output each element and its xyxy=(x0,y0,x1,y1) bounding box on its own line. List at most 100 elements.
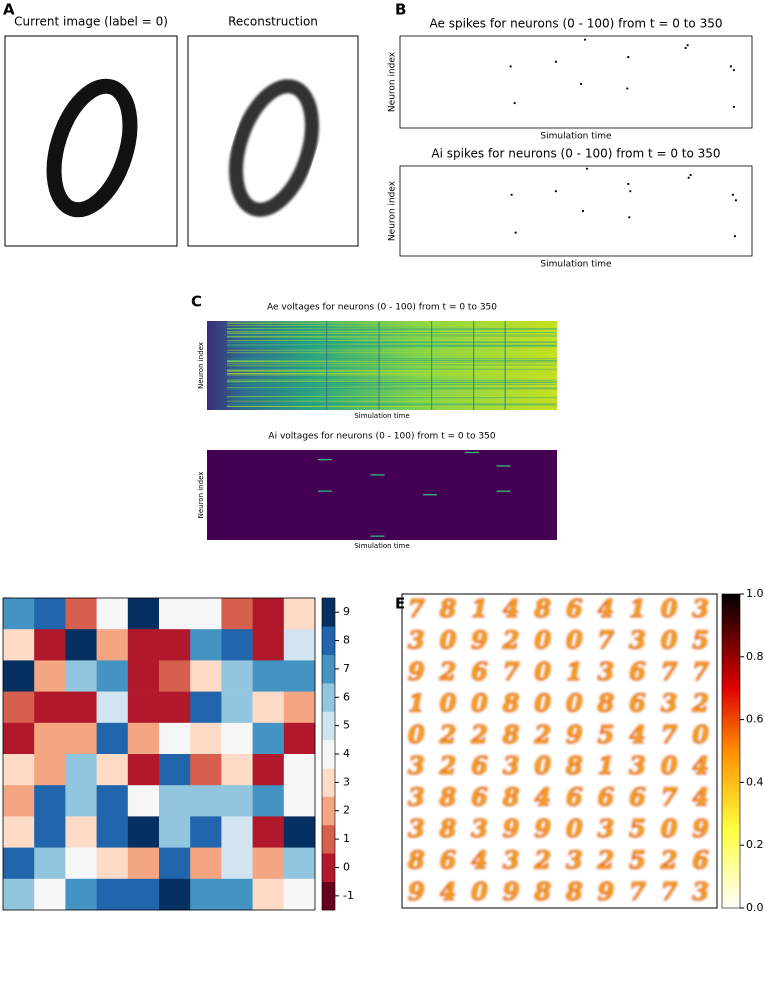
heatmap-cell xyxy=(65,878,97,911)
heatmap-cell xyxy=(190,847,222,880)
voltage-stripe xyxy=(227,365,557,367)
heatmap-cell xyxy=(96,598,129,630)
voltage-streak xyxy=(496,490,511,492)
image-title: Current image (label = 0) xyxy=(14,15,168,29)
spike xyxy=(732,68,735,72)
heatmap-cell xyxy=(159,722,191,755)
heatmap-cell xyxy=(65,816,97,848)
heatmap-cell xyxy=(3,691,35,724)
x-axis-label: Simulation time xyxy=(354,542,409,550)
spike xyxy=(554,60,557,63)
heatmap-cell xyxy=(252,660,285,692)
heatmap-cell xyxy=(3,847,35,880)
heatmap-cell xyxy=(96,660,129,692)
x-axis-label: Simulation time xyxy=(540,132,612,142)
heatmap-cell xyxy=(3,816,35,848)
heatmap-cell xyxy=(283,598,316,630)
heatmap-cell xyxy=(252,878,285,911)
voltage-stripe xyxy=(227,323,557,324)
spike xyxy=(629,190,632,193)
voltage-stripe xyxy=(227,342,557,344)
voltage-stripe xyxy=(227,374,557,376)
voltage-stripe xyxy=(227,369,557,371)
y-axis-label: Neuron index xyxy=(388,180,398,241)
heatmap-cell xyxy=(34,691,66,724)
voltage-streak xyxy=(496,465,511,467)
spike xyxy=(585,167,589,170)
colorbar-tick-label: 9 xyxy=(343,605,350,618)
voltage-stripe xyxy=(227,382,557,383)
spike xyxy=(733,235,737,238)
voltage-stripe xyxy=(227,383,557,385)
voltage-stripe xyxy=(227,368,557,370)
heatmap-cell xyxy=(159,878,191,911)
voltage-stripe xyxy=(227,325,557,327)
voltage-stripe xyxy=(227,333,557,334)
heatmap-cell xyxy=(159,660,191,692)
heatmap-cell xyxy=(159,629,191,661)
colorbar-tick-label: 0.2 xyxy=(746,838,764,851)
heatmap-cell xyxy=(283,660,316,692)
voltage-reset xyxy=(326,321,328,410)
colorbar-tick-label: 8 xyxy=(343,634,350,647)
spike xyxy=(583,38,587,41)
heatmap-cell xyxy=(3,785,35,817)
voltage-stripe xyxy=(227,400,557,402)
plot-title: Ae voltages for neurons (0 - 100) from t… xyxy=(267,303,497,313)
colorbar-tick-label: 0 xyxy=(343,860,350,873)
heatmap-cell xyxy=(221,785,253,817)
voltage-reset xyxy=(431,321,433,410)
colorbar-tick-label: 5 xyxy=(343,719,350,732)
digit-grid-frame xyxy=(401,593,718,909)
heatmap-cell xyxy=(3,660,35,692)
voltage-stripe xyxy=(227,404,557,406)
heatmap-cell xyxy=(65,598,97,630)
voltage-streak xyxy=(370,474,385,476)
heatmap-cell xyxy=(283,847,316,880)
heatmap-cell xyxy=(34,629,66,661)
heatmap-cell xyxy=(96,785,129,817)
voltage-stripe xyxy=(227,360,557,362)
heatmap-cell xyxy=(65,660,97,692)
heatmap-cell xyxy=(190,598,222,630)
heatmap-cell xyxy=(127,754,160,786)
heatmap-cell xyxy=(34,785,66,817)
heatmap-cell xyxy=(34,598,66,630)
voltage-image xyxy=(207,450,557,540)
heatmap-cell xyxy=(127,722,160,755)
heatmap-cell xyxy=(96,816,129,848)
heatmap-cell xyxy=(252,847,285,880)
colorbar-tick-label: 6 xyxy=(343,690,350,703)
voltage-stripe xyxy=(227,403,557,405)
voltage-stripe xyxy=(227,370,557,372)
voltage-stripe xyxy=(227,373,557,375)
voltage-stripe xyxy=(227,341,557,343)
heatmap-cell xyxy=(221,629,253,661)
voltage-stripe xyxy=(227,370,557,372)
heatmap-cell xyxy=(65,722,97,755)
colorbar-segment xyxy=(322,853,335,882)
heatmap-cell xyxy=(127,785,160,817)
spike xyxy=(509,65,512,68)
y-axis-label: Neuron index xyxy=(197,472,205,519)
heatmap-cell xyxy=(127,691,160,724)
voltage-stripe xyxy=(227,360,557,361)
panel-label: E xyxy=(395,595,405,613)
plot-frame xyxy=(399,35,753,129)
voltage-stripe xyxy=(227,340,557,341)
colorbar-segment xyxy=(322,824,335,854)
heatmap-cell xyxy=(190,660,222,692)
voltage-stripe xyxy=(227,388,557,390)
heatmap-cell xyxy=(96,847,129,880)
spike xyxy=(579,82,583,85)
heatmap-cell xyxy=(65,691,97,724)
colorbar-tick-label: 3 xyxy=(343,775,350,788)
heatmap-cell xyxy=(3,878,35,911)
heatmap-cell xyxy=(96,754,129,786)
heatmap-cell xyxy=(96,629,129,661)
colorbar-segment xyxy=(322,796,335,826)
heatmap-cell xyxy=(252,816,285,848)
heatmap-cell xyxy=(283,691,316,724)
voltage-stripe xyxy=(227,396,557,397)
